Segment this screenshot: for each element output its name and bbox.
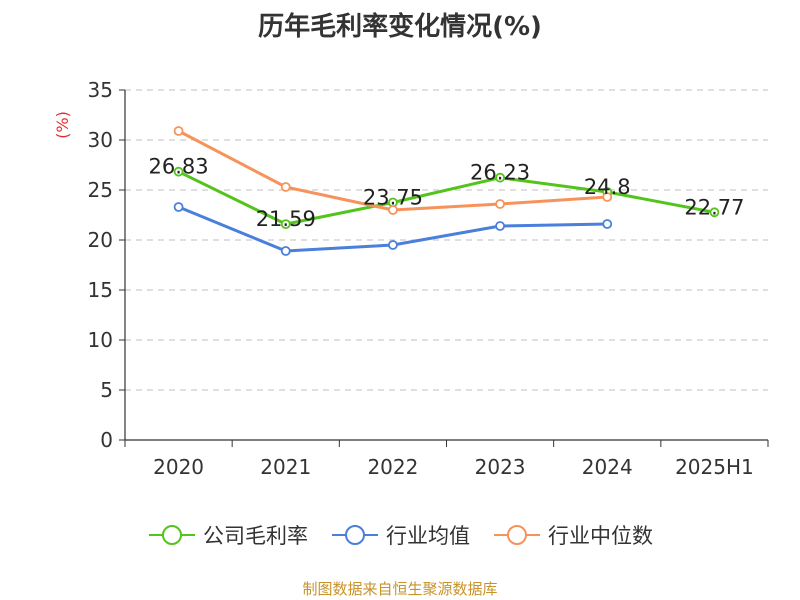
y-axis-label: (%): [53, 111, 72, 139]
x-tick-label: 2021: [260, 455, 311, 479]
data-point: [280, 246, 291, 256]
legend-swatch: [494, 525, 540, 545]
legend-item: 行业中位数: [492, 520, 653, 550]
legend-swatch: [332, 525, 378, 545]
x-tick-label: 2025H1: [675, 455, 754, 479]
data-point: [280, 219, 291, 230]
legend-item: 公司毛利率: [147, 520, 308, 550]
data-label: 22.77: [684, 195, 744, 219]
data-point: [173, 126, 184, 136]
chart-title: 历年毛利率变化情况(%): [258, 12, 542, 42]
data-point: [173, 166, 184, 177]
x-tick-label: 2024: [582, 455, 633, 479]
y-tick-label: 10: [88, 328, 113, 352]
legend-swatch: [149, 525, 195, 545]
x-tick-label: 2023: [475, 455, 526, 479]
legend-label: 行业中位数: [548, 524, 653, 548]
grid-lines: [125, 89, 768, 391]
series-layer: [173, 126, 720, 256]
data-labels: 26.83 21.59 23.75 26.23 24.8 22.77: [149, 155, 745, 231]
axes: 0 5 10 15 20 25 30 35 (%) 2020 2021 2022 2023 2024 202…: [53, 78, 769, 479]
data-label: 24.8: [584, 175, 631, 199]
data-point: [173, 202, 184, 212]
y-tick-label: 5: [100, 378, 113, 402]
data-label: 23.75: [363, 186, 423, 210]
legend-label: 公司毛利率: [203, 524, 308, 548]
legend-swatch-marker: [162, 525, 182, 545]
data-point: [709, 207, 720, 218]
data-point: [495, 221, 505, 231]
legend-swatch-marker: [345, 525, 365, 545]
y-tick-label: 15: [88, 278, 113, 302]
y-tick-label: 25: [88, 178, 113, 202]
x-tick-label: 2020: [153, 455, 204, 479]
y-tick-label: 0: [100, 428, 113, 452]
data-point: [495, 172, 505, 183]
data-point: [602, 192, 613, 202]
data-label: 26.83: [149, 155, 209, 179]
x-tick-label: 2022: [367, 455, 418, 479]
data-point: [388, 205, 398, 215]
data-point: [388, 240, 398, 250]
series-line: [177, 170, 715, 226]
y-tick-label: 35: [88, 78, 113, 102]
data-point: [495, 199, 505, 209]
legend-item: 行业均值: [330, 520, 470, 550]
y-tick-label: 20: [88, 228, 113, 252]
legend: 公司毛利率 行业均值 行业中位数: [0, 520, 800, 550]
source-note: 制图数据来自恒生聚源数据库: [302, 580, 498, 598]
data-point: [280, 182, 291, 192]
data-label: 26.23: [470, 161, 530, 185]
y-tick-label: 30: [88, 128, 113, 152]
legend-label: 行业均值: [386, 524, 470, 548]
legend-swatch-marker: [507, 525, 527, 545]
data-point: [602, 219, 613, 229]
data-label: 21.59: [256, 207, 316, 231]
